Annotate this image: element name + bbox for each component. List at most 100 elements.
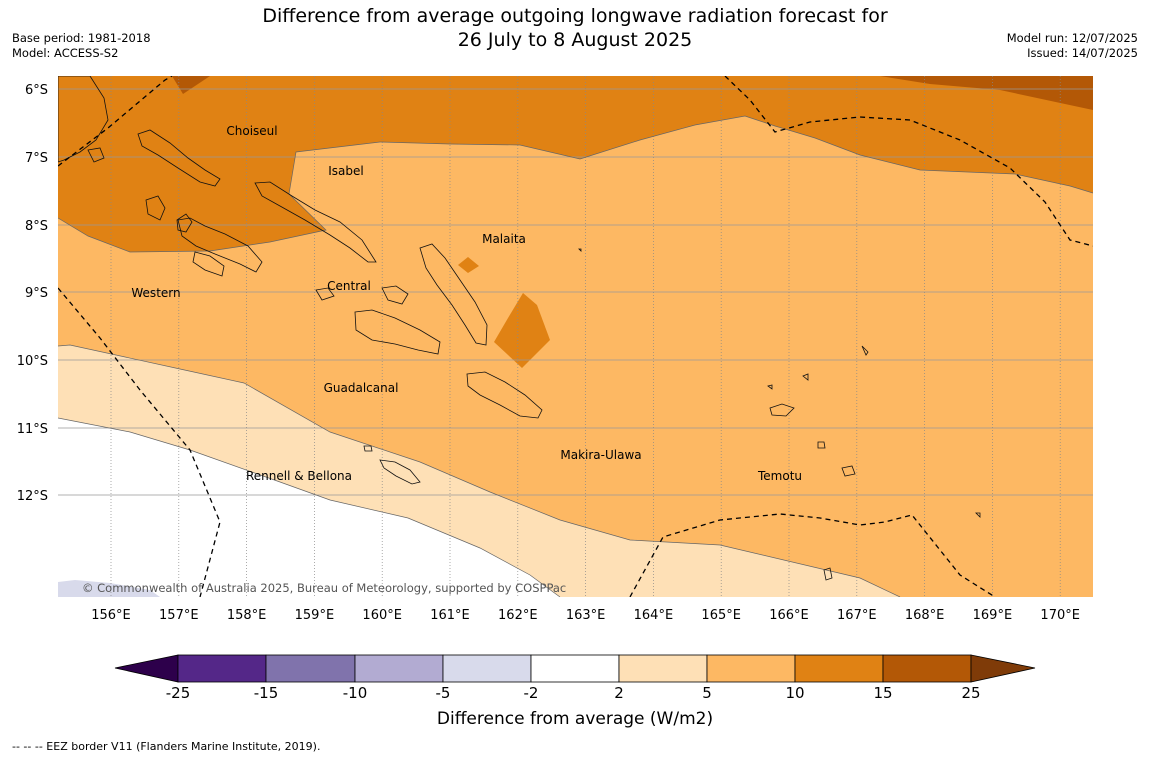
issued-date: Issued: 14/07/2025 [1027, 46, 1138, 60]
longitude-label: 164°E [634, 608, 674, 623]
latitude-label: 6°S [25, 83, 48, 98]
sikaiana-atoll [578, 248, 582, 252]
florida-islands [315, 287, 335, 301]
reef-islands [767, 384, 773, 390]
map-title: Difference from average outgoing longwav… [0, 4, 1150, 52]
colorbar-tick-label: 10 [785, 684, 805, 702]
latitude-label: 12°S [17, 489, 48, 504]
contour-line [58, 344, 901, 597]
eez-borders [58, 76, 1093, 597]
duff-islands [802, 373, 809, 381]
longitude-label: 170°E [1040, 608, 1080, 623]
eez-border-line [58, 287, 221, 597]
colorbar-tick-label: -15 [253, 684, 279, 702]
colorbar [114, 654, 1036, 683]
colorbar-segment [706, 654, 796, 683]
longitude-label: 156°E [91, 608, 131, 623]
model-run: Model run: 12/07/2025 [1006, 31, 1138, 45]
santa-cruz-islands [769, 403, 795, 417]
colorbar-tick-label: 15 [873, 684, 893, 702]
contour-line [58, 115, 1093, 253]
longitude-label: 169°E [973, 608, 1013, 623]
axis-labels: 6°S 7°S 8°S 9°S 10°S 11°S 12°S 156°E 157°E 158°E 1… [17, 83, 1080, 623]
longitude-label: 163°E [566, 608, 606, 623]
longitude-label: 162°E [498, 608, 538, 623]
russell-islands [381, 285, 409, 305]
longitude-label: 158°E [227, 608, 267, 623]
map-frame [58, 76, 1093, 597]
malaita-island [419, 243, 488, 346]
region-label: Guadalcanal [324, 381, 399, 395]
colorbar-tick-label: -10 [342, 684, 368, 702]
field-range-m5-m2 [58, 580, 160, 597]
coastlines [58, 76, 981, 581]
longitude-label: 157°E [159, 608, 199, 623]
field-patch-north-malaita [458, 257, 479, 273]
colorbar-tick-label: 25 [961, 684, 981, 702]
latitude-label: 7°S [25, 151, 48, 166]
longitude-label: 168°E [905, 608, 945, 623]
guadalcanal-island [354, 309, 441, 355]
latitude-label: 11°S [17, 422, 48, 437]
region-label: Temotu [757, 469, 802, 483]
rendova [192, 251, 225, 277]
boundary-lines [58, 115, 1093, 597]
ontong-java-atoll [861, 345, 869, 356]
title-line-2: 26 July to 8 August 2025 [457, 29, 693, 51]
colorbar-segment [530, 654, 620, 683]
region-label: Western [131, 286, 180, 300]
latitude-label: 8°S [25, 219, 48, 234]
latitude-label: 9°S [25, 286, 48, 301]
field-range-5-10 [58, 76, 1093, 597]
longitude-label: 159°E [295, 608, 335, 623]
tikopia-island [823, 567, 833, 581]
colorbar-segment [794, 654, 884, 683]
choiseul-island [137, 129, 221, 187]
rennell-island [379, 459, 421, 485]
shortland-islands [87, 147, 105, 163]
colorbar-extend-min [114, 654, 179, 683]
colorbar-segment [265, 654, 356, 683]
vella-lavella [145, 195, 166, 221]
region-label: Malaita [482, 232, 526, 246]
longitude-label: 167°E [837, 608, 877, 623]
makira-island [466, 371, 543, 419]
anuta-island [975, 512, 981, 518]
run-info: Model run: 12/07/2025 Issued: 14/07/2025 [1007, 31, 1138, 61]
contour-line [58, 417, 561, 597]
region-label: Choiseul [226, 124, 277, 138]
base-period: Base period: 1981-2018 [12, 31, 151, 45]
longitude-label: 161°E [430, 608, 470, 623]
region-label: Makira-Ulawa [560, 448, 641, 462]
colorbar-segment [442, 654, 532, 683]
longitude-label: 166°E [769, 608, 809, 623]
eez-legend-note: -- -- -- EEZ border V11 (Flanders Marine… [12, 740, 321, 753]
field-range-15-25 [172, 76, 1093, 110]
region-label: Central [327, 279, 371, 293]
colorbar-tick-label: 5 [702, 684, 712, 702]
isabel-island [254, 181, 377, 263]
colorbar-extend-max [970, 654, 1036, 683]
model-name: Model: ACCESS-S2 [12, 46, 119, 60]
bougainville-tip [58, 76, 109, 163]
colorbar-segment [177, 654, 267, 683]
kolombangara [176, 213, 193, 233]
colorbar-tick-label: 2 [614, 684, 624, 702]
colorbar-segment [882, 654, 972, 683]
colorbar-title: Difference from average (W/m2) [436, 709, 714, 729]
latitude-label: 10°S [17, 354, 48, 369]
title-line-1: Difference from average outgoing longwav… [262, 5, 888, 27]
vanikoro-island [841, 465, 856, 477]
eez-border-line [724, 76, 1093, 247]
bellona-island [363, 445, 373, 452]
field-patch-south-malaita [494, 293, 550, 368]
field-white-zone [58, 418, 560, 597]
graticule [58, 76, 1093, 597]
longitude-label: 160°E [362, 608, 402, 623]
colorbar-segment [354, 654, 444, 683]
new-georgia [177, 217, 263, 273]
utupua-island [817, 441, 826, 449]
copyright-notice: © Commonwealth of Australia 2025, Bureau… [82, 581, 566, 595]
region-label: Rennell & Bellona [246, 469, 352, 483]
